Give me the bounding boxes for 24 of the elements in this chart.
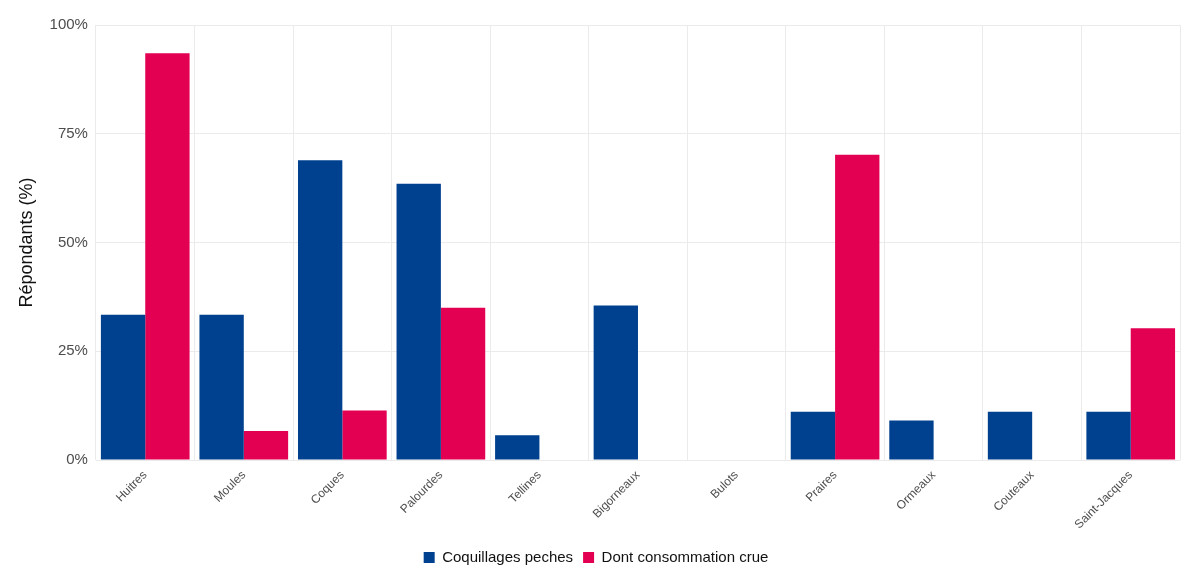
- bar: [1130, 328, 1176, 460]
- bar: [297, 160, 343, 460]
- bar: [1086, 411, 1131, 460]
- legend-label: Coquillages peches: [442, 547, 574, 565]
- bar: [987, 411, 1033, 460]
- y-tick-label: 75%: [57, 123, 88, 141]
- bar: [440, 307, 486, 460]
- bar: [593, 305, 638, 460]
- bar: [889, 420, 934, 460]
- bar: [396, 183, 441, 460]
- bar: [100, 314, 146, 460]
- y-axis-title: Répondants (%): [15, 177, 36, 308]
- bar: [835, 154, 880, 460]
- y-tick-label: 50%: [57, 232, 88, 250]
- bar: [495, 435, 540, 460]
- legend-label: Dont consommation crue: [601, 547, 769, 565]
- y-tick-label: 0%: [66, 450, 88, 468]
- y-tick-label: 25%: [57, 341, 88, 359]
- bar: [790, 411, 836, 460]
- bar: [145, 53, 190, 460]
- y-tick-label: 100%: [49, 15, 88, 33]
- bar: [342, 410, 387, 460]
- bar: [199, 314, 244, 460]
- bar: [243, 430, 289, 460]
